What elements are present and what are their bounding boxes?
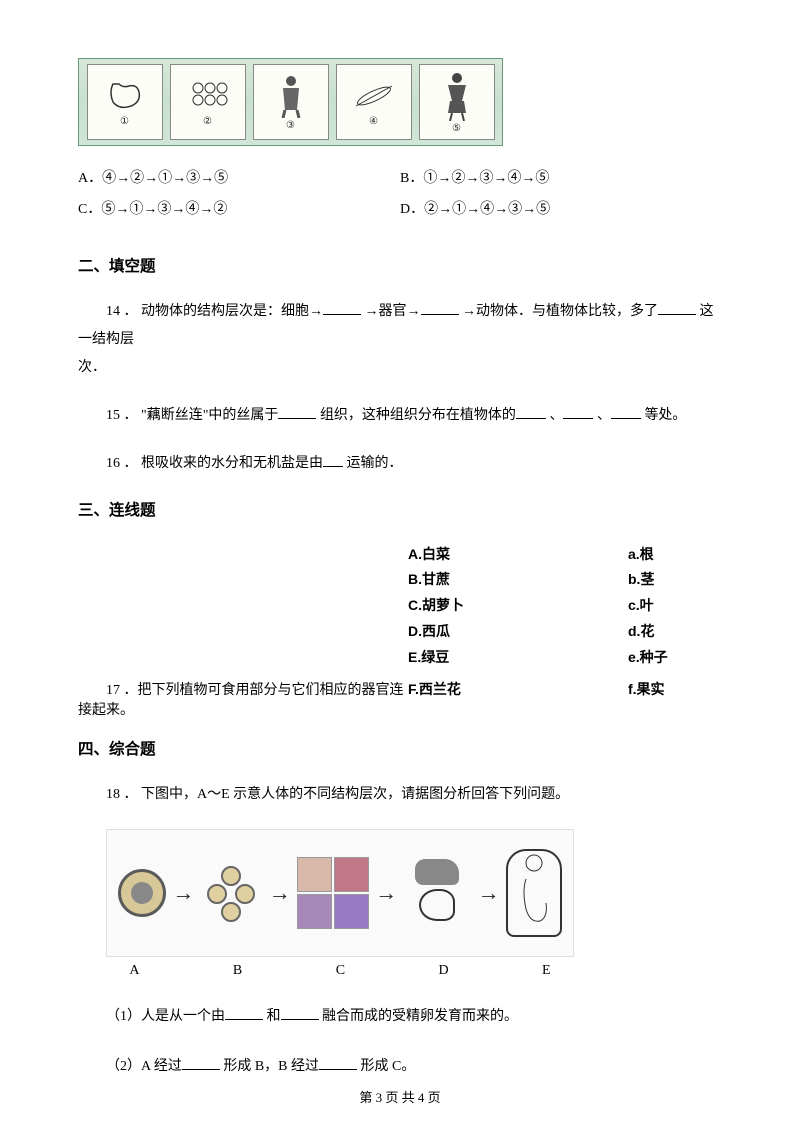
organ-b: b.茎: [628, 567, 722, 593]
img-item-5: ⑤: [419, 64, 495, 140]
blank[interactable]: [516, 405, 546, 419]
img-item-4: ④: [336, 64, 412, 140]
organ-d: d.花: [628, 619, 722, 645]
img-num-4: ④: [369, 116, 378, 127]
q14-p2: →器官→: [365, 304, 421, 319]
q18-1-p2: 和: [267, 1009, 281, 1024]
arrow-icon: →: [478, 880, 500, 906]
matching-block: A.白菜 B.甘蔗 C.胡萝卜 D.西瓜 E.绿豆 a.根 b.茎 c.叶 d.…: [78, 542, 722, 671]
q16-p2: 运输的．: [347, 456, 403, 471]
option-a: A．④→②→①→③→⑤: [78, 164, 400, 195]
tissue-c-icon: [297, 857, 369, 929]
match-plants-col: A.白菜 B.甘蔗 C.胡萝卜 D.西瓜 E.绿豆: [408, 542, 628, 671]
organ-e: e.种子: [628, 645, 722, 671]
q16-p1: 根吸收来的水分和无机盐是由: [141, 456, 323, 471]
option-c: C．⑤→①→③→④→②: [78, 195, 400, 226]
q18-2-p1: （2）A 经过: [106, 1059, 182, 1074]
question-14: 14 ． 动物体的结构层次是：细胞→ →器官→ →动物体．与植物体比较，多了 这…: [78, 298, 722, 354]
q15-p3: 、: [549, 408, 563, 423]
section-3-title: 三、连线题: [78, 498, 722, 520]
plant-b: B.甘蔗: [408, 567, 628, 593]
organ-f: f.果实: [628, 677, 722, 703]
q15-p5: 等处。: [644, 408, 686, 423]
label-e: E: [542, 963, 551, 979]
q16-num: 16 ．: [106, 456, 138, 471]
q18-sub2: （2）A 经过 形成 B，B 经过 形成 C。: [78, 1053, 722, 1081]
blank[interactable]: [182, 1056, 220, 1070]
blank[interactable]: [281, 1006, 319, 1020]
label-b: B: [233, 963, 242, 979]
organ-d-icon: [403, 859, 471, 927]
blank[interactable]: [421, 301, 459, 315]
blank[interactable]: [563, 405, 593, 419]
blank[interactable]: [323, 301, 361, 315]
option-b: B．①→②→③→④→⑤: [400, 164, 722, 195]
plant-e: E.绿豆: [408, 645, 628, 671]
question-17: 17 ．把下列植物可食用部分与它们相应的器官连接起来。: [78, 679, 408, 719]
blank[interactable]: [319, 1056, 357, 1070]
blank[interactable]: [278, 405, 316, 419]
page-footer: 第 3 页 共 4 页: [0, 1087, 800, 1106]
q14-line2: 次．: [78, 354, 722, 382]
question-image-strip: ① ② ③ ④ ⑤: [78, 58, 503, 146]
blank[interactable]: [611, 405, 641, 419]
organ-a: a.根: [628, 542, 722, 568]
cell-a-icon: [118, 869, 166, 917]
q15-p2: 组织，这种组织分布在植物体的: [320, 408, 516, 423]
arrow-icon: →: [375, 880, 397, 906]
section-4-title: 四、综合题: [78, 737, 722, 759]
q18-1-p1: （1）人是从一个由: [106, 1009, 225, 1024]
q15-p1: "藕断丝连"中的丝属于: [141, 408, 278, 423]
img-num-2: ②: [203, 116, 212, 127]
label-c: C: [336, 963, 345, 979]
section-2-title: 二、填空题: [78, 254, 722, 276]
mc-options: A．④→②→①→③→⑤ B．①→②→③→④→⑤ C．⑤→①→③→④→② D．②→…: [78, 164, 722, 226]
label-a: A: [129, 963, 139, 979]
img-item-1: ①: [87, 64, 163, 140]
body-e-icon: [506, 849, 562, 937]
q18-sub1: （1）人是从一个由 和 融合而成的受精卵发育而来的。: [78, 1003, 722, 1031]
q18-diagram: → → → →: [106, 829, 574, 957]
question-18: 18 ． 下图中，A～E 示意人体的不同结构层次，请据图分析回答下列问题。: [78, 781, 722, 809]
match-spacer: [78, 542, 408, 671]
q14-p3: →动物体．与植物体比较，多了: [462, 304, 658, 319]
q18-2-p3: 形成 C。: [361, 1059, 416, 1074]
plant-a: A.白菜: [408, 542, 628, 568]
q14-num: 14 ．: [106, 304, 138, 319]
blank[interactable]: [658, 301, 696, 315]
page-content: ① ② ③ ④ ⑤ A．④→②→①→③→⑤ B．①→②→③→④→⑤ C．⑤→①→…: [0, 0, 800, 1125]
img-num-3: ③: [286, 120, 295, 131]
q14-p1: 动物体的结构层次是：细胞→: [141, 304, 323, 319]
q18-2-p2: 形成 B，B 经过: [223, 1059, 319, 1074]
q15-num: 15 ．: [106, 408, 138, 423]
img-item-3: ③: [253, 64, 329, 140]
match-organs-col: a.根 b.茎 c.叶 d.花 e.种子: [628, 542, 722, 671]
q18-labels: A B C D E: [106, 963, 574, 979]
q17-num: 17 ．: [106, 683, 138, 698]
plant-d: D.西瓜: [408, 619, 628, 645]
question-16: 16 ． 根吸收来的水分和无机盐是由 运输的．: [78, 450, 722, 478]
blank[interactable]: [225, 1006, 263, 1020]
img-item-2: ②: [170, 64, 246, 140]
q15-p4: 、: [597, 408, 611, 423]
option-d: D．②→①→④→③→⑤: [400, 195, 722, 226]
cell-b-icon: [201, 862, 263, 924]
arrow-icon: →: [269, 880, 291, 906]
q18-1-p3: 融合而成的受精卵发育而来的。: [322, 1009, 518, 1024]
arrow-icon: →: [172, 880, 194, 906]
matching-last-row: 17 ．把下列植物可食用部分与它们相应的器官连接起来。 F.西兰花 f.果实: [78, 677, 722, 719]
question-15: 15 ． "藕断丝连"中的丝属于 组织，这种组织分布在植物体的 、 、 等处。: [78, 402, 722, 430]
img-num-5: ⑤: [452, 123, 461, 134]
img-num-1: ①: [120, 116, 129, 127]
q18-text: 下图中，A～E 示意人体的不同结构层次，请据图分析回答下列问题。: [141, 787, 569, 802]
label-d: D: [438, 963, 448, 979]
q18-num: 18 ．: [106, 787, 138, 802]
plant-f: F.西兰花: [408, 677, 628, 703]
organ-c: c.叶: [628, 593, 722, 619]
plant-c: C.胡萝卜: [408, 593, 628, 619]
blank[interactable]: [323, 453, 343, 467]
